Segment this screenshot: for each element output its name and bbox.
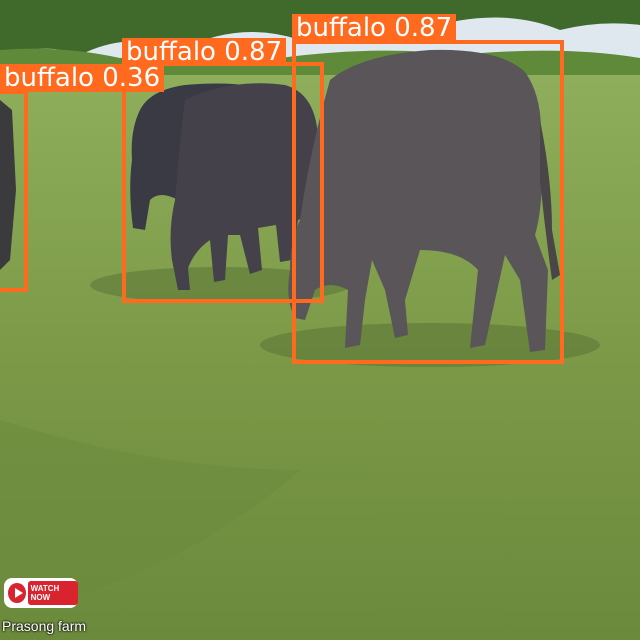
play-icon <box>8 583 26 603</box>
buffalo-middle <box>170 83 319 290</box>
shadow <box>90 267 350 303</box>
grass-patch <box>0 420 300 610</box>
buffalo-front <box>288 49 548 352</box>
channel-name: Prasong farm <box>2 618 87 634</box>
detection-label: buffalo 0.87 <box>122 38 287 66</box>
shadow <box>260 323 600 367</box>
watch-now-label: WATCH NOW <box>27 581 78 605</box>
bounding-box-buffalo-left <box>0 90 28 292</box>
detection-label: buffalo 0.36 <box>0 64 165 92</box>
buffalo-tail <box>540 120 560 280</box>
bounding-box-buffalo-middle <box>122 62 324 303</box>
bounding-box-buffalo-front <box>292 40 564 364</box>
watch-now-badge[interactable]: WATCH NOW <box>4 578 78 608</box>
detection-label: buffalo 0.87 <box>292 14 457 42</box>
buffalo-partial-left <box>0 100 16 270</box>
